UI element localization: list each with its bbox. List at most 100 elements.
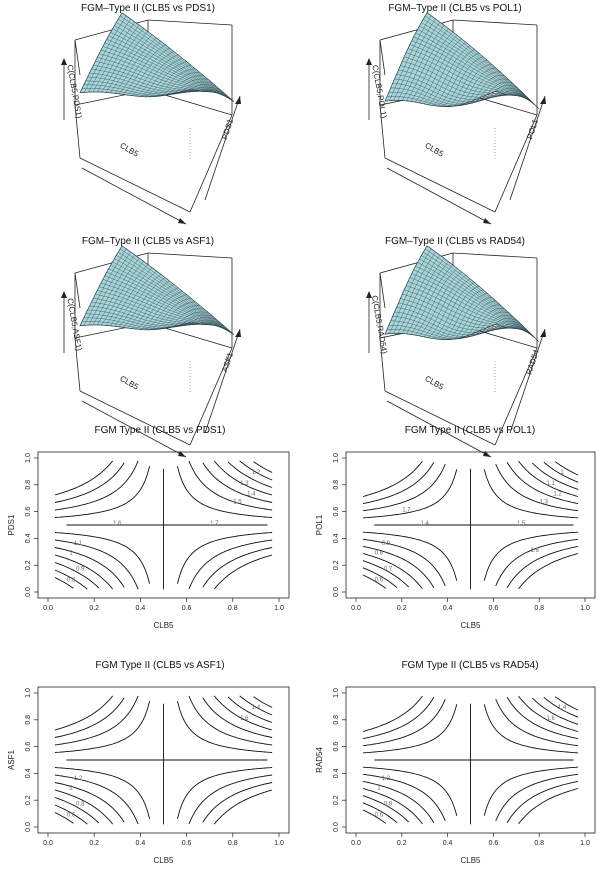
contour-line [362,574,387,589]
z-axis-arrowhead [61,291,67,298]
mesh-line [423,252,536,339]
contour-line [362,695,423,732]
contour-line [362,560,410,588]
mesh-line [394,78,507,102]
box-edge [379,272,386,309]
mesh-line [116,255,229,332]
contour-line [54,767,151,819]
contour-level-label: 0.8 [67,577,76,583]
y-tick-label: 0.2 [25,560,32,570]
surface-title-pds1: FGM–Type II (CLB5 vs PDS1) [81,3,215,14]
contour-line [213,789,273,825]
contour-line [495,538,579,587]
contour-line [176,466,273,518]
surface-title-pol1: FGM–Type II (CLB5 vs POL1) [388,3,522,14]
y-tick-label: 0.6 [333,507,340,517]
mesh-line [417,262,530,334]
y-axis-label: POL1 [525,118,540,141]
mesh-line [114,25,227,98]
box-edge [74,104,81,159]
contour-line [188,695,273,746]
surface-plot: CLB5 POL1 C(CLB5,POL1) [366,12,546,225]
contour-line [176,532,273,584]
x-axis-label: CLB5 [153,856,174,865]
contour-level-label: 1.4 [558,705,567,711]
contour-line [531,462,579,490]
surface-plot: CLB5 RAD54 C(CLB5,RAD54) [366,245,546,458]
contour-level-label: 0.6 [375,812,384,818]
contour-line [495,698,579,747]
y-axis-arrow [509,328,546,434]
mesh-line [87,76,200,94]
z-axis-arrowhead [366,291,372,298]
z-axis-arrowhead [366,58,372,65]
contour-level-label: 0.8 [76,802,85,808]
contour-line [54,782,125,823]
contour-line [531,697,579,725]
y-tick-label: 0.8 [333,715,340,725]
y-axis-arrowhead [235,329,241,337]
contour-line [506,461,579,505]
contour-title-rad54: FGM Type II (CLB5 vs RAD54) [401,660,539,671]
mesh-line [91,301,204,325]
mesh-line [93,65,206,92]
contour-level-label: 1.1 [546,481,555,487]
surface-fill [79,245,235,336]
x-tick-label: 0.2 [89,840,99,847]
mesh-line [112,261,225,330]
mesh-line [421,22,534,104]
plot-frame [37,451,290,599]
contour-line [362,696,435,740]
mesh-line [95,61,208,92]
contour-line [213,554,273,590]
contour-line [54,697,125,738]
contour-level-label: 1.3 [240,481,249,487]
x-axis-arrow [81,400,187,458]
box-edge [74,39,81,76]
surface-title-asf1: FGM–Type II (CLB5 vs ASF1) [81,236,215,247]
y-tick-label: 0.0 [333,822,340,832]
mesh-line [407,48,520,97]
contour-line [518,460,579,497]
contour-level-label: 1 [560,470,564,476]
mesh-line [409,44,522,97]
contour-line [362,469,458,519]
x-tick-label: 0.8 [228,840,238,847]
mesh-line [106,39,219,94]
contour-level-label: 0.7 [384,567,393,573]
x-tick-label: 0.6 [182,605,192,612]
mesh-line [426,245,540,343]
contour-level-label: 1.6 [113,521,122,527]
contour-level-label: 1.5 [233,500,242,506]
contour-line [54,695,114,731]
x-axis-label: CLB5 [460,856,481,865]
contour-line [362,460,423,497]
y-axis-label: POL1 [315,514,324,535]
y-axis-label: PDS1 [7,514,16,535]
x-axis-arrowhead [178,218,186,224]
contour-level-label: 1.4 [247,492,256,498]
x-tick-label: 0.4 [136,840,146,847]
contour-level-label: 0.8 [375,550,384,556]
mesh-line [112,28,225,97]
contour-line [362,553,423,590]
contour-line [54,539,139,590]
mesh-line [388,92,501,106]
contour-level-label: 1.2 [553,492,562,498]
x-axis-label: CLB5 [460,621,481,630]
mesh-line [87,309,200,327]
mesh-line [110,32,223,96]
box-edge [74,337,81,392]
mesh-line [120,248,233,334]
y-tick-label: 0.2 [333,560,340,570]
mesh-line [116,22,229,99]
x-axis-arrowhead [483,451,491,457]
mesh-line [97,290,210,325]
y-tick-label: 0.8 [333,480,340,490]
box-edge [384,390,496,446]
contour-title-pol1: FGM Type II (CLB5 vs POL1) [404,425,536,436]
mesh-line [91,68,204,92]
x-tick-label: 0.2 [397,605,407,612]
mesh-line [99,286,212,326]
